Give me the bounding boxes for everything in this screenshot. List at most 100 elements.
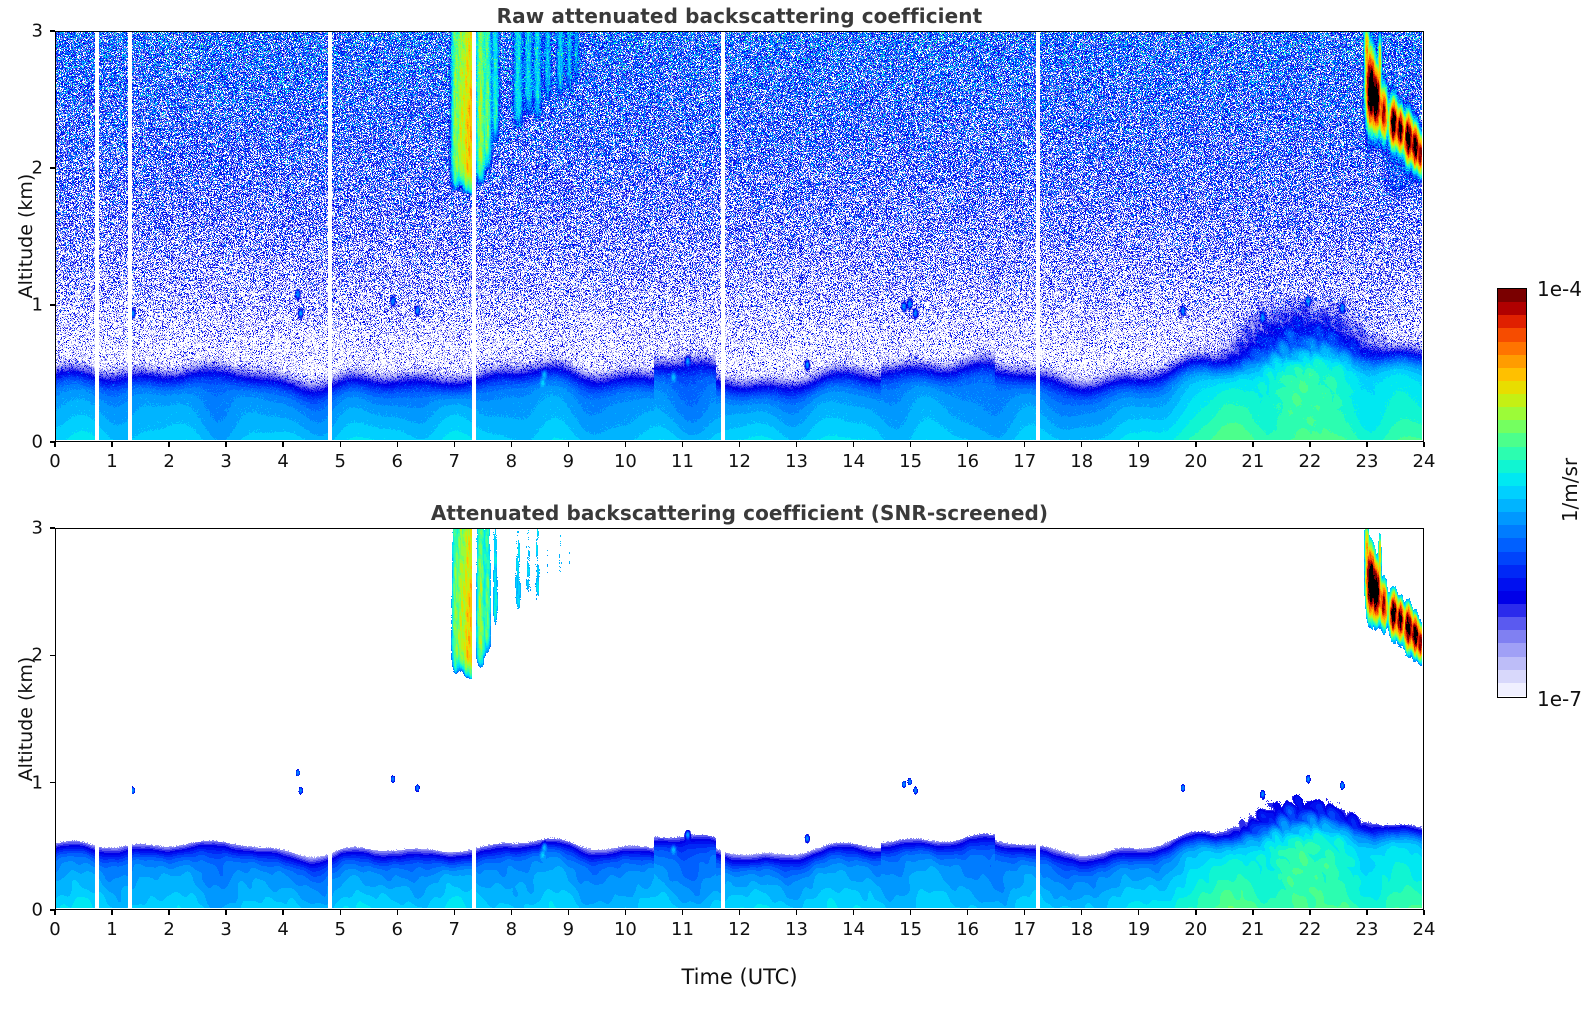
colorbar-band (1498, 564, 1526, 578)
y-tick-mark (50, 304, 55, 306)
x-tick-mark (168, 442, 170, 447)
y-tick-label: 3 (31, 517, 43, 539)
x-tick-label: 22 (1298, 451, 1322, 472)
x-tick-mark (567, 910, 570, 915)
x-tick-label: 24 (1412, 919, 1436, 940)
y-tick-label: 3 (31, 20, 43, 42)
x-tick-label: 17 (1013, 919, 1037, 940)
colorbar (1497, 288, 1527, 698)
x-tick-label: 6 (391, 451, 403, 472)
x-tick-mark (1423, 910, 1425, 915)
x-tick-label: 12 (728, 919, 751, 940)
x-tick-label: 18 (1070, 919, 1094, 940)
x-tick-label: 3 (220, 919, 232, 940)
heatmap-raw (56, 32, 1422, 440)
colorbar-band (1498, 656, 1526, 670)
y-tick-mark (50, 909, 55, 911)
colorbar-band (1498, 420, 1526, 434)
colorbar-band (1498, 315, 1526, 329)
x-tick-mark (54, 442, 56, 447)
x-tick-mark (168, 910, 170, 915)
x-tick-label: 22 (1298, 919, 1322, 940)
x-tick-mark (54, 910, 56, 915)
plot-panel-raw (55, 31, 1424, 442)
x-tick-mark (225, 910, 227, 915)
colorbar-max-label: 1e-4 (1537, 277, 1582, 301)
x-tick-mark (1138, 910, 1140, 915)
colorbar-band (1498, 604, 1526, 618)
x-tick-label: 16 (956, 919, 980, 940)
x-tick-mark (396, 910, 398, 915)
colorbar-band (1498, 512, 1526, 526)
colorbar-band (1498, 551, 1526, 565)
y-tick-mark (50, 527, 55, 529)
y-tick-label: 0 (31, 431, 43, 453)
x-tick-mark (681, 442, 684, 447)
x-tick-mark (111, 910, 113, 915)
colorbar-band (1498, 433, 1526, 447)
colorbar-band (1498, 525, 1526, 539)
x-tick-mark (909, 910, 912, 915)
x-tick-label: 9 (562, 451, 575, 472)
colorbar-band (1498, 328, 1526, 342)
y-tick-mark (50, 441, 55, 443)
y-tick-mark (50, 30, 55, 32)
x-tick-mark (1138, 442, 1140, 447)
x-tick-mark (795, 910, 798, 915)
x-tick-mark (681, 910, 684, 915)
x-tick-label: 12 (728, 451, 751, 472)
x-tick-mark (1024, 910, 1026, 915)
x-tick-label: 10 (613, 919, 637, 940)
x-tick-mark (1195, 442, 1197, 447)
y-axis-label-raw: Altitude (km) (15, 173, 37, 299)
x-tick-label: 0 (49, 451, 61, 472)
y-tick-mark (50, 654, 55, 657)
x-tick-label: 18 (1070, 451, 1094, 472)
x-tick-mark (225, 442, 227, 447)
x-tick-mark (738, 910, 741, 915)
colorbar-band (1498, 669, 1526, 683)
x-tick-label: 14 (842, 451, 866, 472)
colorbar-band (1498, 354, 1526, 368)
colorbar-band (1498, 367, 1526, 381)
x-tick-label: 21 (1241, 919, 1265, 940)
x-tick-mark (339, 442, 341, 447)
x-tick-label: 20 (1184, 451, 1208, 472)
x-tick-label: 9 (562, 919, 575, 940)
x-tick-label: 13 (785, 919, 808, 940)
x-tick-mark (1024, 442, 1026, 447)
colorbar-band (1498, 341, 1526, 355)
x-tick-mark (1252, 910, 1254, 915)
colorbar-band (1498, 289, 1526, 303)
x-tick-mark (510, 442, 513, 447)
x-tick-label: 2 (163, 919, 175, 940)
x-tick-mark (453, 442, 455, 447)
x-tick-mark (1081, 910, 1083, 915)
x-tick-label: 21 (1241, 451, 1265, 472)
x-tick-mark (510, 910, 513, 915)
x-tick-mark (624, 442, 627, 447)
x-tick-mark (966, 910, 969, 915)
x-tick-mark (966, 442, 969, 447)
y-tick-label: 2 (31, 157, 43, 179)
plot-surface-snr (56, 529, 1423, 909)
x-tick-label: 7 (448, 919, 461, 940)
x-tick-label: 4 (277, 919, 289, 940)
x-tick-label: 11 (671, 919, 694, 940)
x-tick-label: 2 (163, 451, 175, 472)
x-tick-mark (339, 910, 341, 915)
x-tick-mark (738, 442, 741, 447)
colorbar-band (1498, 538, 1526, 552)
x-tick-mark (1366, 910, 1368, 915)
colorbar-min-label: 1e-7 (1537, 687, 1582, 711)
x-tick-label: 23 (1355, 451, 1379, 472)
x-tick-label: 1 (106, 919, 118, 940)
colorbar-band (1498, 617, 1526, 631)
x-tick-mark (1309, 442, 1311, 447)
colorbar-band (1498, 302, 1526, 316)
x-tick-mark (1423, 442, 1425, 447)
colorbar-band (1498, 380, 1526, 394)
x-tick-label: 15 (899, 919, 923, 940)
x-tick-label: 20 (1184, 919, 1208, 940)
x-tick-label: 15 (899, 451, 923, 472)
